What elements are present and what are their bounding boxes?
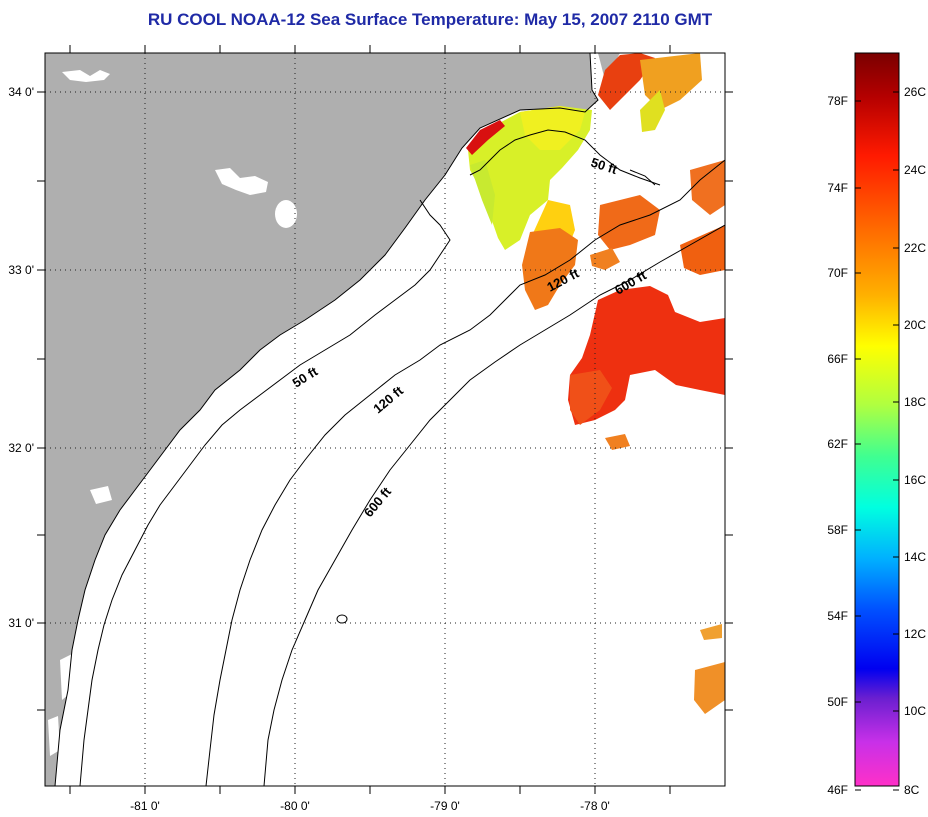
colorbar-c-label: 16C <box>904 473 926 487</box>
lat-label-34: 34 0' <box>8 85 34 99</box>
colorbar-f-label: 46F <box>827 783 848 797</box>
colorbar-c-label: 20C <box>904 318 926 332</box>
colorbar-f-label: 62F <box>827 437 848 451</box>
grid-lines <box>45 53 725 786</box>
lon-label-78: -78 0' <box>580 799 610 813</box>
colorbar-f-label: 78F <box>827 94 848 108</box>
lon-label-80: -80 0' <box>280 799 310 813</box>
colorbar-f-label: 50F <box>827 695 848 709</box>
cloud-patches <box>48 70 297 756</box>
contour-120ft <box>205 159 725 786</box>
colorbar-f-label: 70F <box>827 266 848 280</box>
axis-ticks <box>37 45 733 794</box>
colorbar: 78F 74F 70F 66F 62F 58F 54F 50F 46F 26C 24C 22C 20C… <box>827 52 926 797</box>
colorbar-f-label: 54F <box>827 609 848 623</box>
map-title: RU COOL NOAA-12 Sea Surface Temperature:… <box>147 10 713 29</box>
land-mass <box>45 53 598 786</box>
colorbar-c-label: 18C <box>904 395 926 409</box>
colorbar-gradient <box>854 52 900 787</box>
sst-data-overlay <box>466 53 725 714</box>
colorbar-c-label: 14C <box>904 550 926 564</box>
lat-label-32: 32 0' <box>8 441 34 455</box>
coastline <box>54 53 661 786</box>
map-frame <box>44 52 726 787</box>
colorbar-c-label: 10C <box>904 704 926 718</box>
colorbar-c-label: 24C <box>904 163 926 177</box>
colorbar-c-label: 8C <box>904 783 920 797</box>
lat-label-31: 31 0' <box>8 616 34 630</box>
colorbar-c-label: 22C <box>904 241 926 255</box>
colorbar-c-label: 12C <box>904 627 926 641</box>
lon-label-79: -79 0' <box>430 799 460 813</box>
colorbar-f-label: 58F <box>827 523 848 537</box>
contour-600ft <box>263 224 725 786</box>
lon-label-81: -81 0' <box>130 799 160 813</box>
colorbar-f-label: 66F <box>827 352 848 366</box>
colorbar-f-label: 74F <box>827 181 848 195</box>
lat-label-33: 33 0' <box>8 263 34 277</box>
colorbar-c-label: 26C <box>904 85 926 99</box>
